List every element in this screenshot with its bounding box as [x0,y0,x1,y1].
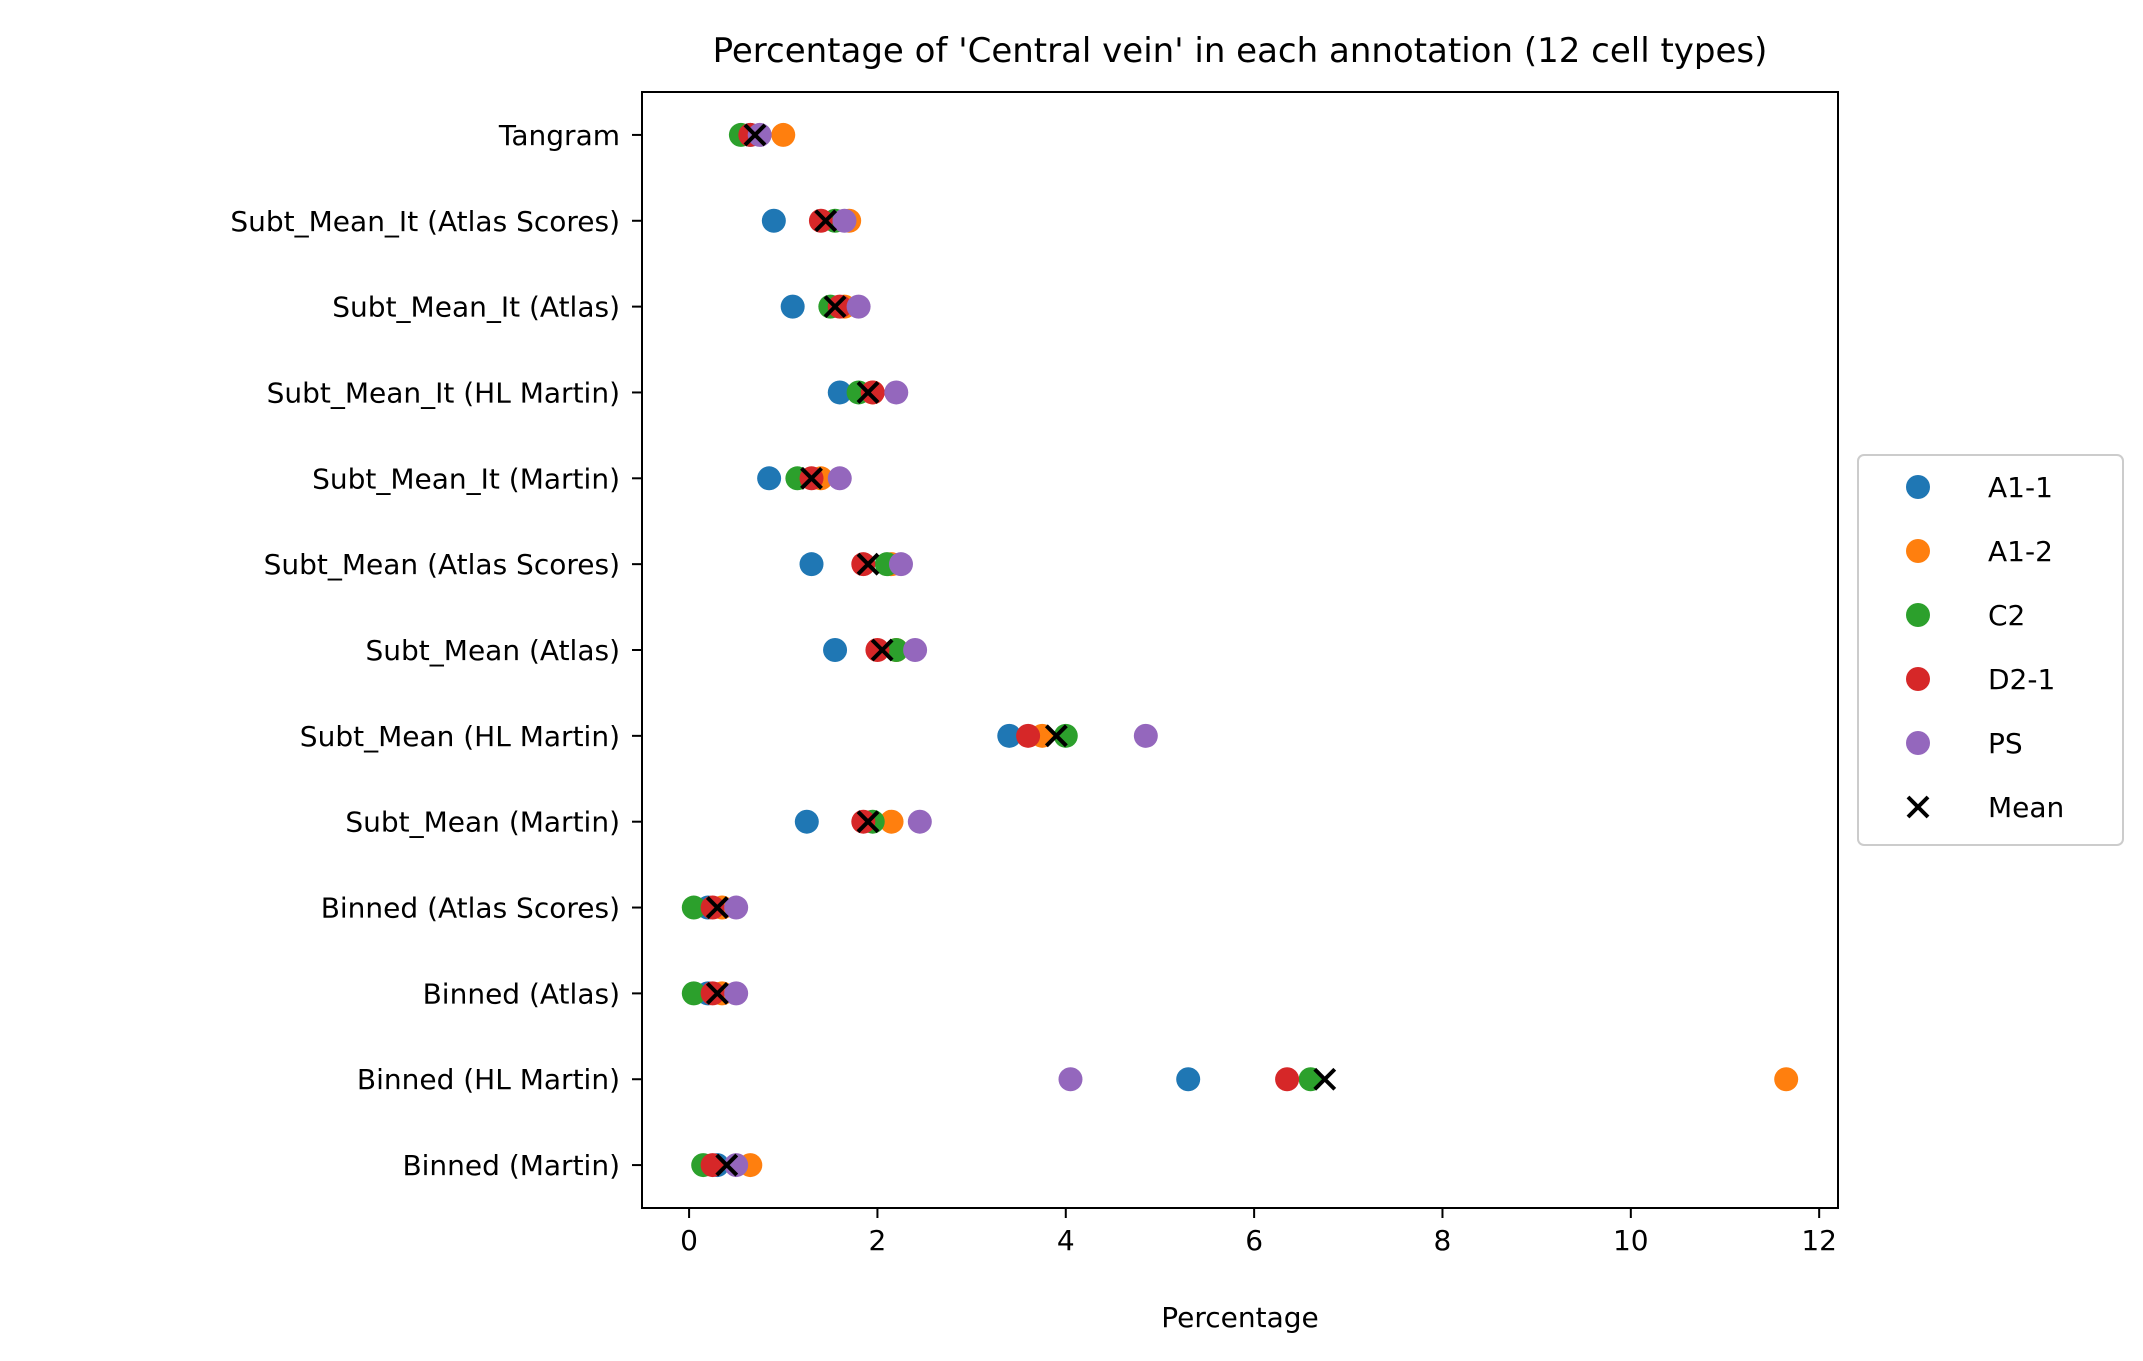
data-point-d2-1 [700,981,725,1006]
data-point-c2 [681,895,706,920]
mean-marker [856,381,880,404]
data-point-ps [907,809,932,834]
data-point-a1-2 [1774,1067,1799,1092]
data-point-a1-1 [827,380,852,405]
legend-marker-ps [1906,731,1930,755]
mean-marker [814,209,838,233]
data-point-ps [827,466,852,491]
x-tick-label: 10 [1613,1224,1649,1257]
y-tick-label: Binned (HL Martin) [357,1063,620,1096]
data-point-a1-1 [761,208,786,233]
y-tick-label: Binned (Martin) [402,1149,620,1182]
data-point-a1-1 [997,723,1022,748]
x-tick-label: 4 [1057,1224,1075,1257]
mean-marker [856,552,880,576]
data-point-d2-1 [851,809,876,834]
mean-marker [823,295,847,319]
x-tick-label: 12 [1801,1224,1837,1257]
data-point-a1-1 [799,552,824,577]
y-tick-label: Subt_Mean (HL Martin) [300,720,620,753]
legend-label: A1-2 [1988,535,2053,568]
mean-marker [856,810,880,834]
x-axis-label: Percentage [1161,1301,1319,1334]
data-point-ps [832,208,857,233]
y-tick-label: Subt_Mean_It (Martin) [312,462,620,495]
data-point-a1-1 [1176,1067,1201,1092]
legend-marker-mean [1906,795,1930,819]
x-tick-label: 2 [869,1224,887,1257]
y-tick-label: Subt_Mean_It (Atlas) [332,291,620,324]
data-point-a1-1 [757,466,782,491]
y-tick-label: Subt_Mean_It (HL Martin) [267,376,620,409]
data-point-ps [888,552,913,577]
data-point-d2-1 [700,895,725,920]
data-point-a1-1 [823,638,848,662]
data-point-a1-1 [780,294,805,319]
legend-marker-a1-2 [1906,539,1930,563]
plot-area: 0 2 4 6 8 10 12 Tangram Subt_Mean_It (Atlas Scor… [230,91,1839,1257]
legend-label: A1-1 [1988,471,2053,504]
legend-frame [1857,454,2124,846]
data-point-d2-1 [808,208,833,233]
plot-frame [641,91,1839,1209]
data-point-d2-1 [851,552,876,577]
mean-marker [1313,1067,1337,1091]
y-tick-label: Subt_Mean (Atlas) [366,634,620,667]
data-point-a1-1 [794,809,819,834]
y-tick-label: Tangram [498,119,620,152]
data-point-d2-1 [865,638,890,662]
data-point-ps [724,895,749,920]
x-tick-label: 6 [1245,1224,1263,1257]
x-tick-label: 0 [680,1224,698,1257]
data-point-ps [1133,723,1158,748]
mean-marker [870,638,894,662]
mean-marker [705,896,729,919]
y-tick-label: Subt_Mean_It (Atlas Scores) [230,205,620,238]
legend-marker-d2-1 [1906,667,1930,691]
y-tick-label: Subt_Mean (Martin) [345,806,620,839]
legend-label: C2 [1988,599,2025,632]
legend-label: D2-1 [1988,663,2055,696]
data-point-d2-1 [1016,723,1041,748]
legend-label: Mean [1988,791,2064,824]
y-tick-label: Binned (Atlas Scores) [321,892,620,925]
mean-marker [715,1153,739,1177]
chart-title: Percentage of 'Central vein' in each ann… [713,31,1768,71]
legend: A1-1 A1-2 C2 D2-1 PS Mean [1857,454,2124,846]
mean-marker [1044,724,1068,748]
mean-marker [705,981,729,1005]
x-tick-label: 8 [1434,1224,1452,1257]
legend-marker-a1-1 [1906,475,1930,499]
data-point-ps [747,122,772,147]
y-tick-label: Binned (Atlas) [423,977,620,1010]
legend-marker-c2 [1906,603,1930,627]
data-point-ps [1058,1067,1083,1092]
data-point-d2-1 [1275,1067,1300,1092]
data-point-c2 [681,981,706,1006]
data-point-ps [903,638,928,662]
data-point-a1-2 [879,809,904,834]
data-point-a1-2 [771,122,796,147]
mean-marker [743,123,767,147]
mean-marker [800,466,823,490]
data-point-ps [884,380,909,405]
data-point-ps [846,294,871,319]
y-tick-label: Subt_Mean (Atlas Scores) [264,548,620,581]
data-point-d2-1 [827,294,852,319]
data-point-ps [724,981,749,1006]
legend-label: PS [1988,727,2023,760]
data-point-d2-1 [860,380,885,405]
